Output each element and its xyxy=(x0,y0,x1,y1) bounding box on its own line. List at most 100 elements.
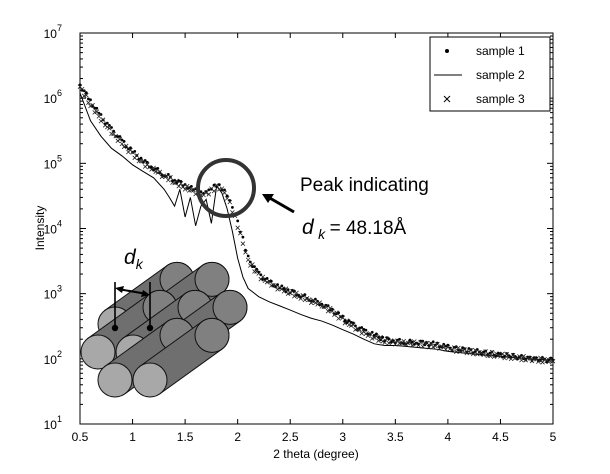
data-point xyxy=(403,342,409,347)
x-tick-label: 2 xyxy=(234,430,241,444)
data-point xyxy=(158,171,162,175)
data-point xyxy=(252,269,257,274)
data-point xyxy=(418,339,423,345)
x-tick-label: 3.5 xyxy=(387,430,404,444)
x-axis-ticks: 0.5 1 1.5 2 2.5 3 3.5 4 4.5 5 xyxy=(72,33,557,444)
d-value: = 48.18Å xyxy=(330,218,407,239)
data-point xyxy=(546,359,552,365)
data-point xyxy=(222,190,227,196)
data-point xyxy=(472,347,478,353)
x-tick-label: 1 xyxy=(129,430,136,444)
x-tick-label: 2.5 xyxy=(282,430,299,444)
data-point xyxy=(87,97,90,101)
data-point xyxy=(84,91,88,94)
peak-arrow xyxy=(267,195,295,214)
y-tick-label: 104 xyxy=(44,219,62,237)
cylinder xyxy=(132,317,230,398)
data-point xyxy=(435,341,440,347)
data-point xyxy=(381,335,385,339)
data-point xyxy=(262,278,268,283)
d-spacing-annotation: d k = 48.18Å xyxy=(302,216,407,243)
data-point xyxy=(90,102,95,108)
data-point xyxy=(246,254,250,258)
data-point xyxy=(238,230,243,236)
data-point xyxy=(538,355,543,361)
data-point xyxy=(325,308,331,314)
data-point xyxy=(266,278,272,284)
data-point xyxy=(384,336,390,342)
data-point xyxy=(79,86,85,92)
data-point xyxy=(227,199,233,205)
data-point xyxy=(112,129,115,133)
data-point xyxy=(179,180,183,183)
data-point xyxy=(290,289,295,294)
x-tick-label: 1.5 xyxy=(177,430,194,444)
data-point xyxy=(93,106,97,110)
data-point xyxy=(424,340,430,346)
data-point xyxy=(428,341,434,346)
legend-marker-sample-1 xyxy=(445,49,449,53)
data-point xyxy=(378,334,383,340)
data-point xyxy=(502,355,507,361)
data-point xyxy=(174,178,179,184)
data-point xyxy=(397,340,402,346)
data-point xyxy=(236,219,240,223)
data-point xyxy=(334,310,339,315)
x-tick-label: 0.5 xyxy=(72,430,89,444)
data-point xyxy=(416,343,421,348)
d-symbol: d xyxy=(302,216,315,239)
data-point xyxy=(156,167,160,170)
peak-annotation-text: Peak indicating xyxy=(300,175,429,196)
data-point xyxy=(298,296,303,301)
peak-circle xyxy=(196,158,256,218)
data-point xyxy=(515,355,520,360)
data-point xyxy=(454,349,459,354)
data-point xyxy=(105,124,110,130)
data-point xyxy=(244,248,247,252)
data-point xyxy=(451,345,457,350)
data-point xyxy=(340,315,346,320)
legend-box xyxy=(429,36,551,112)
pore-packing-inset-icon: dk xyxy=(80,246,248,398)
data-point xyxy=(375,332,378,336)
data-point xyxy=(426,344,432,350)
data-point xyxy=(203,190,209,195)
data-point xyxy=(504,352,510,357)
data-point xyxy=(505,352,509,355)
data-point xyxy=(217,183,221,187)
x-tick-label: 5 xyxy=(550,430,557,444)
data-point xyxy=(277,285,282,290)
data-point xyxy=(351,322,356,327)
y-tick-label: 101 xyxy=(44,414,62,432)
data-point xyxy=(409,343,415,348)
data-point xyxy=(408,338,412,342)
y-tick-label: 102 xyxy=(44,349,62,367)
data-point xyxy=(521,353,526,359)
data-point xyxy=(536,359,541,364)
data-point xyxy=(134,153,140,158)
dk-arrow-head-left xyxy=(115,286,124,293)
data-point xyxy=(459,349,462,352)
data-point xyxy=(327,305,333,311)
data-point xyxy=(357,327,362,333)
data-point xyxy=(462,347,467,352)
data-point xyxy=(97,111,101,115)
data-point xyxy=(386,340,392,346)
data-point xyxy=(401,338,406,344)
data-point xyxy=(130,150,135,155)
data-point xyxy=(166,177,171,183)
data-point xyxy=(168,175,173,180)
data-point xyxy=(519,357,524,363)
data-point xyxy=(98,118,104,124)
data-point xyxy=(151,165,156,171)
data-point xyxy=(323,304,329,309)
data-point xyxy=(330,308,335,314)
dk-arrow-head-right xyxy=(141,290,150,297)
data-point xyxy=(347,319,351,323)
series-sample-3 xyxy=(77,84,556,365)
data-point xyxy=(517,354,522,359)
y-tick-label: 103 xyxy=(44,284,62,302)
legend-label-sample-1: sample 1 xyxy=(476,44,525,58)
data-point xyxy=(470,351,476,357)
legend-label-sample-3: sample 3 xyxy=(476,92,525,106)
